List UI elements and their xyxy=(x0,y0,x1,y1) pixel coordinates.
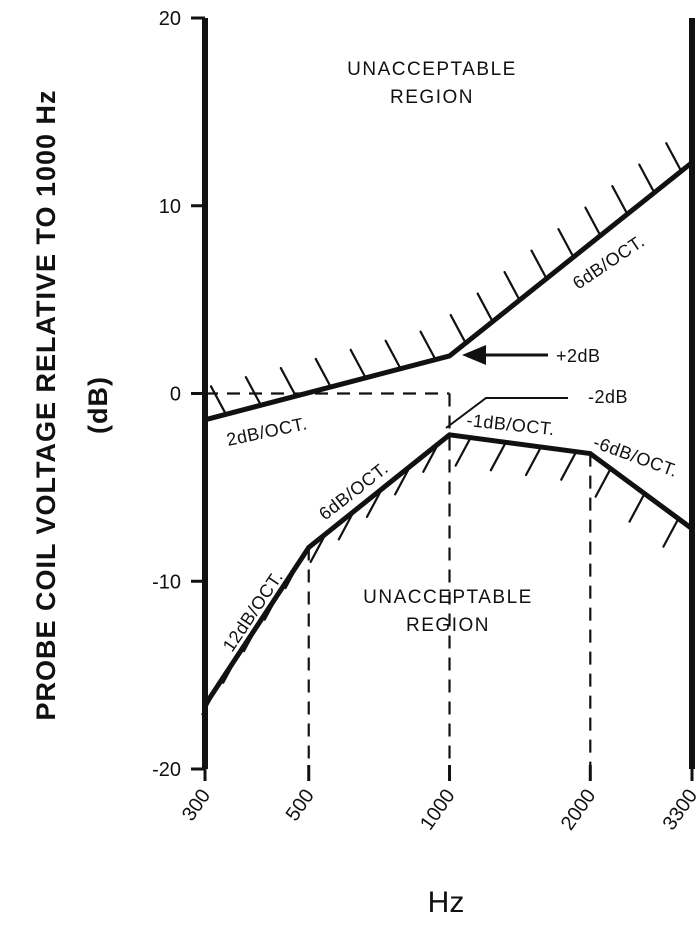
x-tick-label: 300 xyxy=(178,785,215,825)
y-tick-label: 10 xyxy=(159,196,181,218)
lower-region-label-line1: UNACCEPTABLE xyxy=(363,587,533,608)
minus2-pointer xyxy=(445,397,568,429)
hatch-mark xyxy=(665,142,683,173)
lower-seg1-slope-label: 12dB/OCT. xyxy=(219,567,287,655)
hatch-mark xyxy=(524,445,543,477)
hatch-mark xyxy=(449,313,467,345)
hatch-mark xyxy=(662,517,680,548)
lower-seg3-slope-label: -1dB/OCT. xyxy=(466,410,556,439)
x-tick-label: 500 xyxy=(282,785,319,825)
plus2-label: +2dB xyxy=(556,346,601,366)
hatch-mark xyxy=(594,467,612,498)
hatch-mark xyxy=(557,228,575,259)
y-axis-unit-label: (dB) xyxy=(83,376,113,434)
upper-limit-line xyxy=(204,160,694,423)
x-tick-label: 3300 xyxy=(659,785,697,834)
hatch-mark xyxy=(244,376,262,407)
hatch-mark xyxy=(476,292,494,323)
hatch-mark xyxy=(638,163,656,194)
y-tick-label: -20 xyxy=(152,759,181,781)
lower-region-label-line2: REGION xyxy=(406,615,490,636)
hatch-mark xyxy=(584,206,602,237)
hatch-mark xyxy=(628,492,646,523)
hatch-mark xyxy=(611,185,629,216)
hatch-mark xyxy=(503,270,521,302)
y-tick-label: -10 xyxy=(152,571,181,593)
hatch-mark xyxy=(314,357,332,389)
upper-region-label-line2: REGION xyxy=(390,87,474,108)
hatch-mark xyxy=(489,441,507,472)
x-tick-label: 1000 xyxy=(416,785,460,834)
upper-seg2-slope-label: 6dB/OCT. xyxy=(569,231,648,293)
hatch-mark xyxy=(349,348,367,379)
upper-region-label-line1: UNACCEPTABLE xyxy=(347,59,517,80)
y-tick-label: 0 xyxy=(170,384,181,406)
hatch-mark xyxy=(279,366,297,398)
hatch-mark xyxy=(530,249,548,280)
y-tick-label: 20 xyxy=(159,8,181,30)
hatch-mark xyxy=(560,450,578,481)
hatch-mark xyxy=(209,385,228,416)
plus2-arrow xyxy=(462,345,548,365)
x-axis-label: Hz xyxy=(428,886,465,919)
hatch-mark xyxy=(419,330,437,361)
hatch-mark xyxy=(454,436,472,467)
minus2-label: -2dB xyxy=(588,387,628,407)
lower-seg4-slope-label: -6dB/OCT. xyxy=(591,432,681,481)
upper-seg1-slope-label: 2dB/OCT. xyxy=(225,413,309,450)
x-tick-label: 2000 xyxy=(557,785,601,834)
y-axis-label: PROBE COIL VOLTAGE RELATIVE TO 1000 Hz xyxy=(31,89,61,720)
lower-limit-line xyxy=(202,432,694,707)
hatch-mark xyxy=(384,339,402,370)
